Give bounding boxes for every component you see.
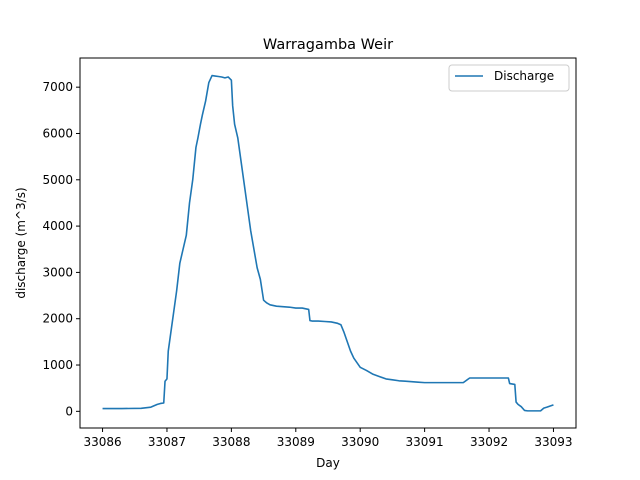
x-tick-label: 33090: [341, 435, 379, 449]
y-tick-label: 0: [65, 404, 73, 418]
plot-area: [79, 57, 577, 429]
y-tick-label: 1000: [42, 358, 73, 372]
x-axis-label: Day: [316, 456, 340, 470]
x-tick-label: 33092: [470, 435, 508, 449]
legend-label: Discharge: [494, 69, 554, 83]
x-tick-label: 33086: [83, 435, 121, 449]
y-axis-label: discharge (m^3/s): [14, 187, 28, 298]
y-tick-label: 3000: [42, 265, 73, 279]
x-tick-label: 33091: [406, 435, 444, 449]
x-tick-label: 33088: [212, 435, 250, 449]
y-tick-label: 4000: [42, 219, 73, 233]
y-tick-label: 7000: [42, 80, 73, 94]
x-tick-label: 33089: [277, 435, 315, 449]
series-layer: [102, 74, 554, 412]
x-tick-label: 33087: [148, 435, 186, 449]
y-tick-label: 2000: [42, 312, 73, 326]
legend: Discharge: [448, 64, 570, 92]
y-axis-ticks: 0 1000 2000 3000 4000 5000 6000 7000: [42, 80, 80, 418]
x-axis-ticks: 33086 33087 33088 33089 33090 33091 33092 33093: [83, 428, 573, 449]
chart-title: Warragamba Weir: [263, 37, 393, 53]
x-tick-label: 33093: [534, 435, 572, 449]
y-tick-label: 5000: [42, 173, 73, 187]
series-line-0: [102, 74, 554, 412]
y-tick-label: 6000: [42, 126, 73, 140]
plot-frame: [79, 57, 577, 429]
legend-box: [448, 64, 570, 92]
